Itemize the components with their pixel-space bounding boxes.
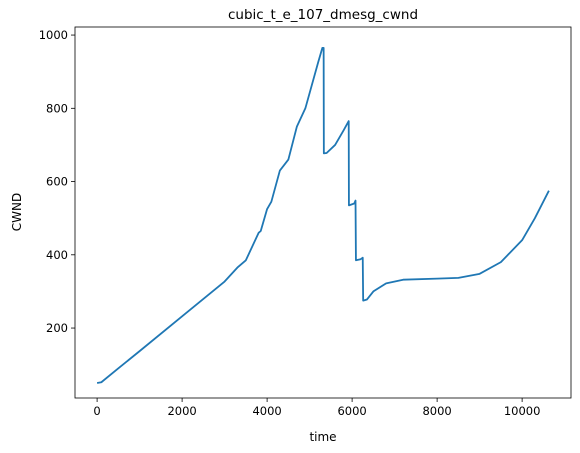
plot-frame: [74, 26, 572, 399]
y-tick-label: 1000: [39, 28, 68, 42]
x-tick-label: 0: [93, 404, 100, 418]
y-tick-label: 400: [46, 248, 68, 262]
chart-title: cubic_t_e_107_dmesg_cwnd: [228, 7, 418, 23]
x-axis-label: time: [309, 430, 336, 444]
x-tick-label: 8000: [422, 404, 451, 418]
x-tick-label: 10000: [504, 404, 541, 418]
y-tick-label: 600: [46, 175, 68, 189]
x-tick-label: 4000: [252, 404, 281, 418]
y-tick-label: 800: [46, 101, 68, 115]
line-series: [96, 46, 550, 384]
x-tick-label: 2000: [167, 404, 196, 418]
y-tick-label: 200: [46, 321, 68, 335]
y-axis-label: CWND: [10, 193, 24, 231]
x-tick-label: 6000: [337, 404, 366, 418]
